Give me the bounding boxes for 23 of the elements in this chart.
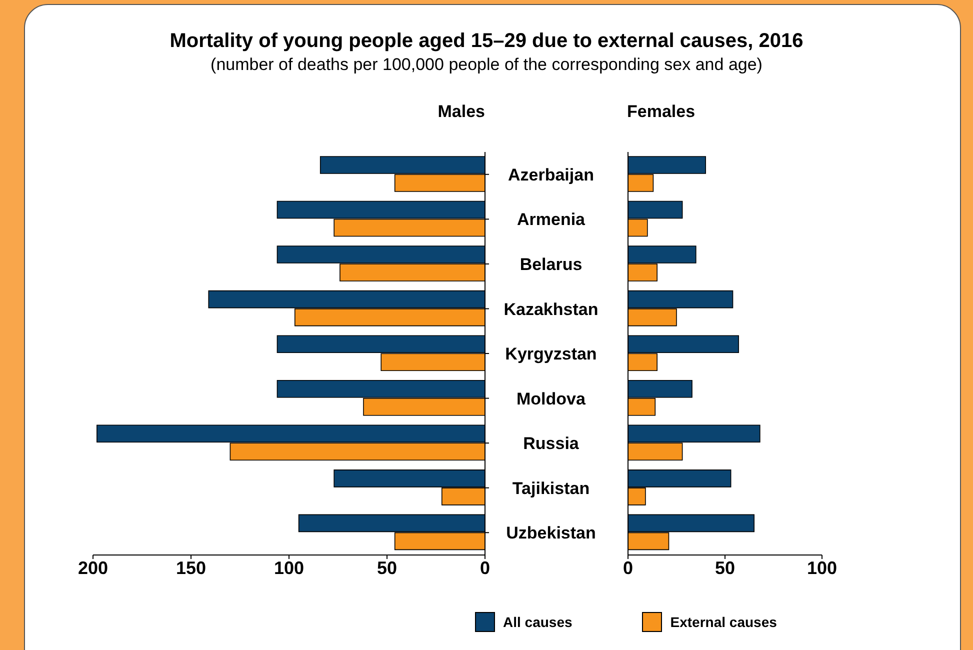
chart-title: Females bbox=[627, 102, 696, 122]
text: (number of deaths per 100,000 people of the corresponding sex and age) bbox=[210, 55, 764, 75]
x-tick-label: 100 bbox=[806, 558, 838, 578]
y-tick-label: Moldova bbox=[516, 389, 586, 408]
x-tick-label: 50 bbox=[376, 558, 398, 578]
text: Mortality of young people aged 15–29 due to external causes, 2016 bbox=[168, 30, 804, 53]
y-tick-label: Tajikistan bbox=[512, 478, 590, 498]
x-tick-label: 100 bbox=[274, 558, 304, 578]
y-tick-label: Kyrgyzstan bbox=[505, 344, 597, 364]
legend-label: All causes bbox=[503, 614, 572, 630]
y-tick-label: Russia bbox=[523, 434, 580, 454]
y-tick-label: Uzbekistan bbox=[506, 524, 596, 543]
x-tick-label: 0 bbox=[622, 558, 634, 578]
x-tick-label: 50 bbox=[714, 558, 736, 578]
y-tick-label: Kazakhstan bbox=[504, 300, 598, 319]
x-tick-label: 0 bbox=[480, 558, 490, 578]
x-tick-label: 200 bbox=[78, 558, 108, 578]
y-tick-label: Armenia bbox=[516, 210, 586, 230]
x-tick-label: 150 bbox=[176, 558, 206, 578]
chart-title: Males bbox=[438, 102, 485, 122]
y-tick-label: Azerbaijan bbox=[508, 165, 594, 184]
y-tick-label: Belarus bbox=[520, 254, 582, 274]
legend-label: External causes bbox=[670, 614, 777, 630]
